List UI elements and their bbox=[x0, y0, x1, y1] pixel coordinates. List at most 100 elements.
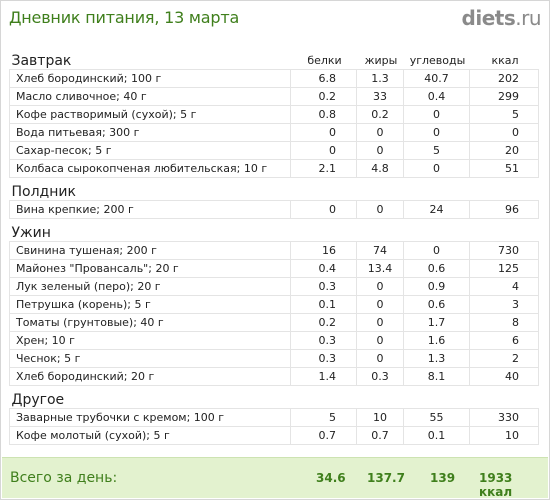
food-carbs: 0 bbox=[403, 241, 470, 260]
food-protein: 0 bbox=[290, 200, 357, 219]
food-protein: 16 bbox=[290, 241, 357, 260]
section-header-spacer bbox=[404, 178, 470, 201]
food-row[interactable]: Сахар-песок; 5 г 0 0 5 20 bbox=[9, 141, 539, 160]
food-row[interactable]: Заварные трубочки с кремом; 100 г 5 10 55 33… bbox=[9, 408, 539, 427]
section-header-spacer bbox=[291, 386, 357, 409]
food-protein: 0 bbox=[290, 123, 357, 142]
food-carbs: 0 bbox=[403, 105, 470, 124]
food-carbs: 0.1 bbox=[403, 426, 470, 445]
section-header-spacer bbox=[470, 219, 539, 242]
food-fat: 0 bbox=[356, 295, 404, 314]
food-name: Майонез "Провансаль"; 20 г bbox=[9, 259, 291, 278]
food-carbs: 40.7 bbox=[403, 69, 470, 88]
food-carbs: 8.1 bbox=[403, 367, 470, 386]
food-fat: 0.3 bbox=[356, 367, 404, 386]
food-fat: 1.3 bbox=[356, 69, 404, 88]
section-title: Полдник bbox=[11, 184, 76, 200]
food-kcal: 10 bbox=[469, 426, 539, 445]
food-fat: 0 bbox=[356, 200, 404, 219]
food-name: Свинина тушеная; 200 г bbox=[9, 241, 291, 260]
column-header-kcal: ккал bbox=[491, 54, 519, 67]
food-kcal: 299 bbox=[469, 87, 539, 106]
food-row[interactable]: Масло сливочное; 40 г 0.2 33 0.4 299 bbox=[9, 87, 539, 106]
food-name: Кофе молотый (сухой); 5 г bbox=[9, 426, 291, 445]
food-fat: 0 bbox=[356, 331, 404, 350]
food-row[interactable]: Майонез "Провансаль"; 20 г 0.4 13.4 0.6 125 bbox=[9, 259, 539, 278]
section-header-spacer bbox=[291, 178, 357, 201]
food-protein: 0.2 bbox=[290, 87, 357, 106]
food-protein: 0.3 bbox=[290, 331, 357, 350]
food-kcal: 730 bbox=[469, 241, 539, 260]
food-row[interactable]: Томаты (грунтовые); 40 г 0.2 0 1.7 8 bbox=[9, 313, 539, 332]
food-fat: 33 bbox=[356, 87, 404, 106]
food-protein: 2.1 bbox=[290, 159, 357, 178]
food-carbs: 0 bbox=[403, 123, 470, 142]
food-carbs: 1.7 bbox=[403, 313, 470, 332]
food-name: Масло сливочное; 40 г bbox=[9, 87, 291, 106]
food-row[interactable]: Свинина тушеная; 200 г 16 74 0 730 bbox=[9, 241, 539, 260]
food-name: Вода питьевая; 300 г bbox=[9, 123, 291, 142]
food-name: Вина крепкие; 200 г bbox=[9, 200, 291, 219]
food-row[interactable]: Кофе растворимый (сухой); 5 г 0.8 0.2 0 5 bbox=[9, 105, 539, 124]
food-protein: 0.1 bbox=[290, 295, 357, 314]
food-row[interactable]: Хлеб бородинский; 20 г 1.4 0.3 8.1 40 bbox=[9, 367, 539, 386]
food-name: Лук зеленый (перо); 20 г bbox=[9, 277, 291, 296]
food-carbs: 55 bbox=[403, 408, 470, 427]
total-kcal: 1933 ккал bbox=[479, 471, 513, 499]
food-kcal: 202 bbox=[469, 69, 539, 88]
food-row[interactable]: Петрушка (корень); 5 г 0.1 0 0.6 3 bbox=[9, 295, 539, 314]
site-logo[interactable]: diets.ru bbox=[461, 6, 542, 30]
food-protein: 0 bbox=[290, 141, 357, 160]
food-name: Хлеб бородинский; 100 г bbox=[9, 69, 291, 88]
food-carbs: 24 bbox=[403, 200, 470, 219]
diary-table: Завтрак белки жиры углеводы ккал Хлеб бородин… bbox=[9, 45, 539, 445]
food-kcal: 2 bbox=[469, 349, 539, 368]
section-header-spacer bbox=[357, 386, 404, 409]
food-kcal: 6 bbox=[469, 331, 539, 350]
food-name: Томаты (грунтовые); 40 г bbox=[9, 313, 291, 332]
section-header-spacer bbox=[470, 386, 539, 409]
food-fat: 4.8 bbox=[356, 159, 404, 178]
section-header-spacer bbox=[357, 178, 404, 201]
total-carbs: 139 bbox=[430, 471, 456, 485]
section-header-row: Полдник bbox=[10, 178, 539, 201]
food-protein: 0.2 bbox=[290, 313, 357, 332]
food-protein: 5 bbox=[290, 408, 357, 427]
food-fat: 0 bbox=[356, 123, 404, 142]
section-header-spacer bbox=[470, 178, 539, 201]
food-kcal: 40 bbox=[469, 367, 539, 386]
food-carbs: 1.3 bbox=[403, 349, 470, 368]
food-carbs: 0.6 bbox=[403, 259, 470, 278]
food-row[interactable]: Лук зеленый (перо); 20 г 0.3 0 0.9 4 bbox=[9, 277, 539, 296]
food-row[interactable]: Чеснок; 5 г 0.3 0 1.3 2 bbox=[9, 349, 539, 368]
total-fat: 137.7 bbox=[367, 471, 405, 485]
food-row[interactable]: Кофе молотый (сухой); 5 г 0.7 0.7 0.1 10 bbox=[9, 426, 539, 445]
food-name: Колбаса сырокопченая любительская; 10 г bbox=[9, 159, 291, 178]
food-row[interactable]: Вина крепкие; 200 г 0 0 24 96 bbox=[9, 200, 539, 219]
section-title: Ужин bbox=[11, 225, 51, 241]
logo-main: diets bbox=[461, 6, 516, 30]
food-kcal: 3 bbox=[469, 295, 539, 314]
section-header-spacer bbox=[291, 219, 357, 242]
food-fat: 10 bbox=[356, 408, 404, 427]
food-kcal: 5 bbox=[469, 105, 539, 124]
food-name: Заварные трубочки с кремом; 100 г bbox=[9, 408, 291, 427]
food-kcal: 96 bbox=[469, 200, 539, 219]
food-kcal: 4 bbox=[469, 277, 539, 296]
column-header-carbs: углеводы bbox=[409, 54, 466, 67]
logo-suffix: .ru bbox=[515, 6, 541, 30]
food-row[interactable]: Хрен; 10 г 0.3 0 1.6 6 bbox=[9, 331, 539, 350]
food-fat: 0 bbox=[356, 277, 404, 296]
page-title: Дневник питания, 13 марта bbox=[9, 8, 240, 27]
food-carbs: 0.9 bbox=[403, 277, 470, 296]
food-fat: 0 bbox=[356, 141, 404, 160]
food-carbs: 0.4 bbox=[403, 87, 470, 106]
food-protein: 0.7 bbox=[290, 426, 357, 445]
food-row[interactable]: Хлеб бородинский; 100 г 6.8 1.3 40.7 202 bbox=[9, 69, 539, 88]
total-bar: Всего за день: 34.6 137.7 139 1933 ккал bbox=[2, 457, 548, 499]
food-protein: 0.3 bbox=[290, 277, 357, 296]
food-protein: 0.3 bbox=[290, 349, 357, 368]
